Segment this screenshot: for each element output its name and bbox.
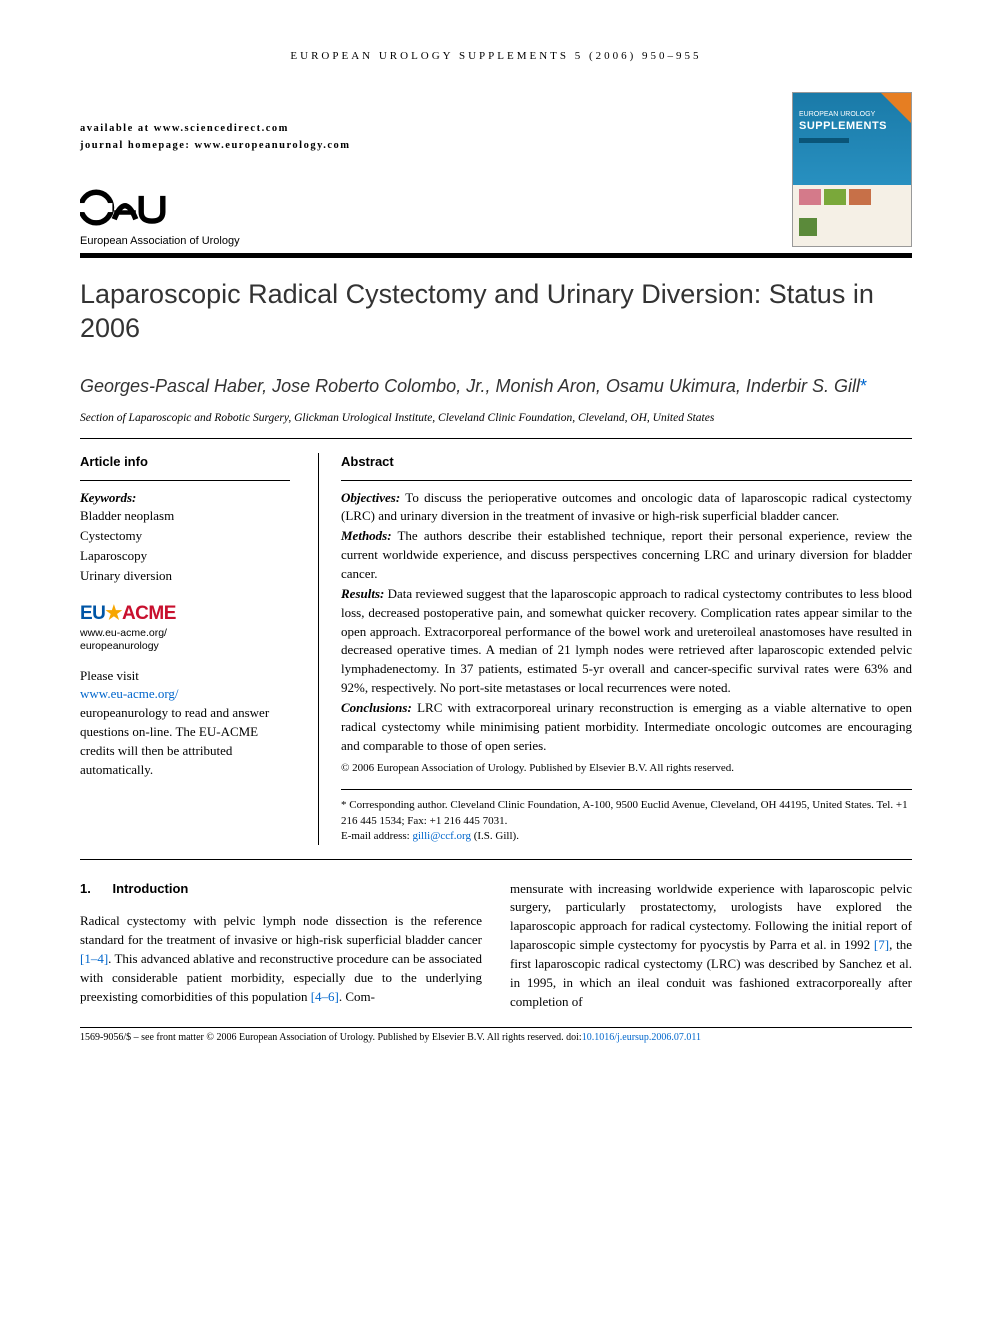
article-info-column: Article info Keywords: Bladder neoplasm … [80,453,290,845]
article-info-heading: Article info [80,453,290,472]
running-head: EUROPEAN UROLOGY SUPPLEMENTS 5 (2006) 95… [80,50,912,62]
availability-line-1: available at www.sciencedirect.com [80,121,351,138]
acme-instructions: Please visit www.eu-acme.org/ europeanur… [80,667,290,780]
body-col-left: 1. Introduction Radical cystectomy with … [80,880,482,1012]
abstract-column: Abstract Objectives: To discuss the peri… [318,453,912,845]
acme-link[interactable]: www.eu-acme.org/ [80,686,179,701]
header-left: available at www.sciencedirect.com journ… [80,121,351,247]
doi-link[interactable]: 10.1016/j.eursup.2006.07.011 [582,1032,701,1043]
rule-under-info [80,480,290,481]
intro-text-2a: mensurate with increasing worldwide expe… [510,881,912,953]
page-footer: 1569-9056/$ – see front matter © 2006 Eu… [80,1027,912,1043]
intro-text-1c: . Com- [339,989,375,1004]
conclusions-text: LRC with extracorporeal urinary reconstr… [341,700,912,753]
email-who: (I.S. Gill). [471,830,519,842]
footer-text: 1569-9056/$ – see front matter © 2006 Eu… [80,1032,582,1043]
abstract-heading: Abstract [341,453,912,472]
cover-line-2: SUPPLEMENTS [799,120,887,132]
acme-text: ACME [122,603,176,624]
header-block: available at www.sciencedirect.com journ… [80,92,912,247]
publisher-logo: European Association of Urology [80,183,351,247]
citation-link[interactable]: [4–6] [311,989,339,1004]
abstract-body: Objectives: To discuss the perioperative… [341,489,912,778]
affiliation: Section of Laparoscopic and Robotic Surg… [80,412,912,424]
section-number: 1. [80,881,91,896]
objectives-label: Objectives: [341,490,400,505]
author-list: Georges-Pascal Haber, Jose Roberto Colom… [80,374,912,398]
objectives-text: To discuss the perioperative outcomes an… [341,490,912,524]
email-link[interactable]: gilli@ccf.org [412,830,471,842]
body-col-right: mensurate with increasing worldwide expe… [510,880,912,1012]
eau-logo-icon [80,183,170,233]
keyword-item: Bladder neoplasm [80,507,290,526]
journal-cover-thumbnail: EUROPEAN UROLOGY SUPPLEMENTS [792,92,912,247]
email-label: E-mail address: [341,830,412,842]
corresponding-text: * Corresponding author. Cleveland Clinic… [341,798,912,829]
corresponding-author: * Corresponding author. Cleveland Clinic… [341,789,912,844]
acme-star-icon: ★ [105,603,122,624]
publisher-logo-text: European Association of Urology [80,235,351,247]
keyword-item: Urinary diversion [80,567,290,586]
visit-pre: Please visit [80,668,139,683]
keywords-list: Bladder neoplasm Cystectomy Laparoscopy … [80,507,290,585]
authors-text: Georges-Pascal Haber, Jose Roberto Colom… [80,376,860,396]
eu-text: EU [80,603,105,624]
rule-under-abstract [341,480,912,481]
keyword-item: Laparoscopy [80,547,290,566]
visit-post: europeanurology to read and answer quest… [80,705,269,777]
info-abstract-row: Article info Keywords: Bladder neoplasm … [80,453,912,845]
keyword-item: Cystectomy [80,527,290,546]
cover-line-1: EUROPEAN UROLOGY [799,111,875,119]
eu-acme-logo: EU★ACME [80,600,290,628]
availability-line-2: journal homepage: www.europeanurology.co… [80,138,351,155]
intro-text-1a: Radical cystectomy with pelvic lymph nod… [80,913,482,947]
acme-url: www.eu-acme.org/europeanurology [80,627,290,652]
results-text: Data reviewed suggest that the laparosco… [341,586,912,695]
conclusions-label: Conclusions: [341,700,412,715]
article-title: Laparoscopic Radical Cystectomy and Urin… [80,278,912,346]
body-columns: 1. Introduction Radical cystectomy with … [80,880,912,1012]
rule-thin-2 [80,859,912,860]
citation-link[interactable]: [7] [874,937,889,952]
methods-text: The authors describe their established t… [341,528,912,581]
keywords-label: Keywords: [80,489,290,508]
section-heading: 1. Introduction [80,880,482,899]
abstract-copyright: © 2006 European Association of Urology. … [341,761,912,777]
rule-thick [80,253,912,258]
rule-thin-1 [80,438,912,439]
citation-link[interactable]: [1–4] [80,951,108,966]
intro-text-1b: . This advanced ablative and reconstruct… [80,951,482,1004]
corresponding-mark: * [860,376,867,396]
section-title: Introduction [113,881,189,896]
methods-label: Methods: [341,528,392,543]
results-label: Results: [341,586,384,601]
